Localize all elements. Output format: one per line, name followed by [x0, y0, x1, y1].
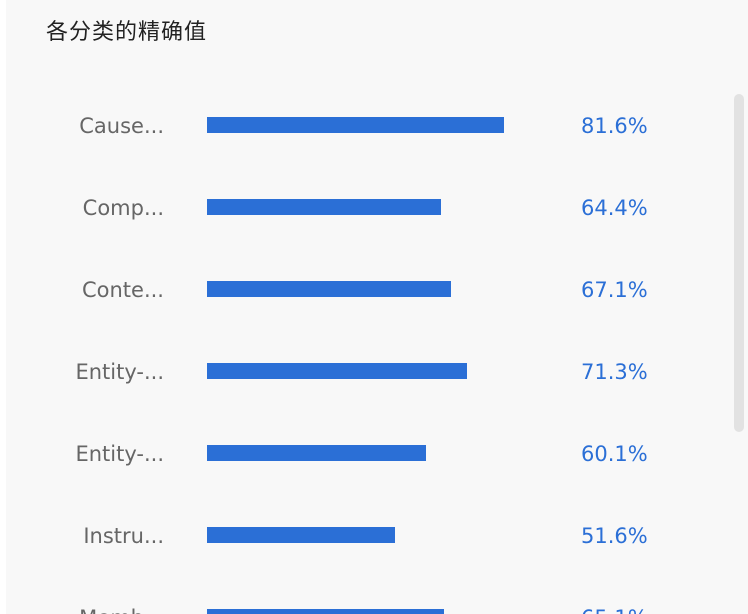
bar	[207, 117, 504, 133]
category-label: Comp...	[83, 188, 164, 228]
bar	[207, 609, 444, 614]
category-label: Cause...	[79, 106, 164, 146]
bar-row: Cause... 81.6%	[6, 106, 726, 146]
bar	[207, 199, 441, 215]
bar-row: Instru... 51.6%	[6, 516, 726, 556]
value-label: 64.4%	[581, 188, 648, 228]
bar-row: Memb... 65.1%	[6, 598, 726, 614]
bar-row: Entity-... 60.1%	[6, 434, 726, 474]
chart-panel: 各分类的精确值 Cause... 81.6% Comp... 64.4% Conte..…	[6, 0, 748, 614]
category-label: Entity-...	[75, 434, 164, 474]
value-label: 67.1%	[581, 270, 648, 310]
category-label: Memb...	[79, 598, 164, 614]
bar-row: Conte... 67.1%	[6, 270, 726, 310]
bar	[207, 281, 451, 297]
value-label: 71.3%	[581, 352, 648, 392]
bar	[207, 445, 426, 461]
bar	[207, 363, 467, 379]
value-label: 60.1%	[581, 434, 648, 474]
value-label: 65.1%	[581, 598, 648, 614]
category-label: Instru...	[83, 516, 164, 556]
category-label: Entity-...	[75, 352, 164, 392]
bar-row: Comp... 64.4%	[6, 188, 726, 228]
bar-chart: Cause... 81.6% Comp... 64.4% Conte... 67.1% En…	[6, 0, 726, 614]
value-label: 81.6%	[581, 106, 648, 146]
bar-row: Entity-... 71.3%	[6, 352, 726, 392]
value-label: 51.6%	[581, 516, 648, 556]
bar	[207, 527, 395, 543]
scrollbar[interactable]	[734, 94, 744, 432]
category-label: Conte...	[82, 270, 164, 310]
